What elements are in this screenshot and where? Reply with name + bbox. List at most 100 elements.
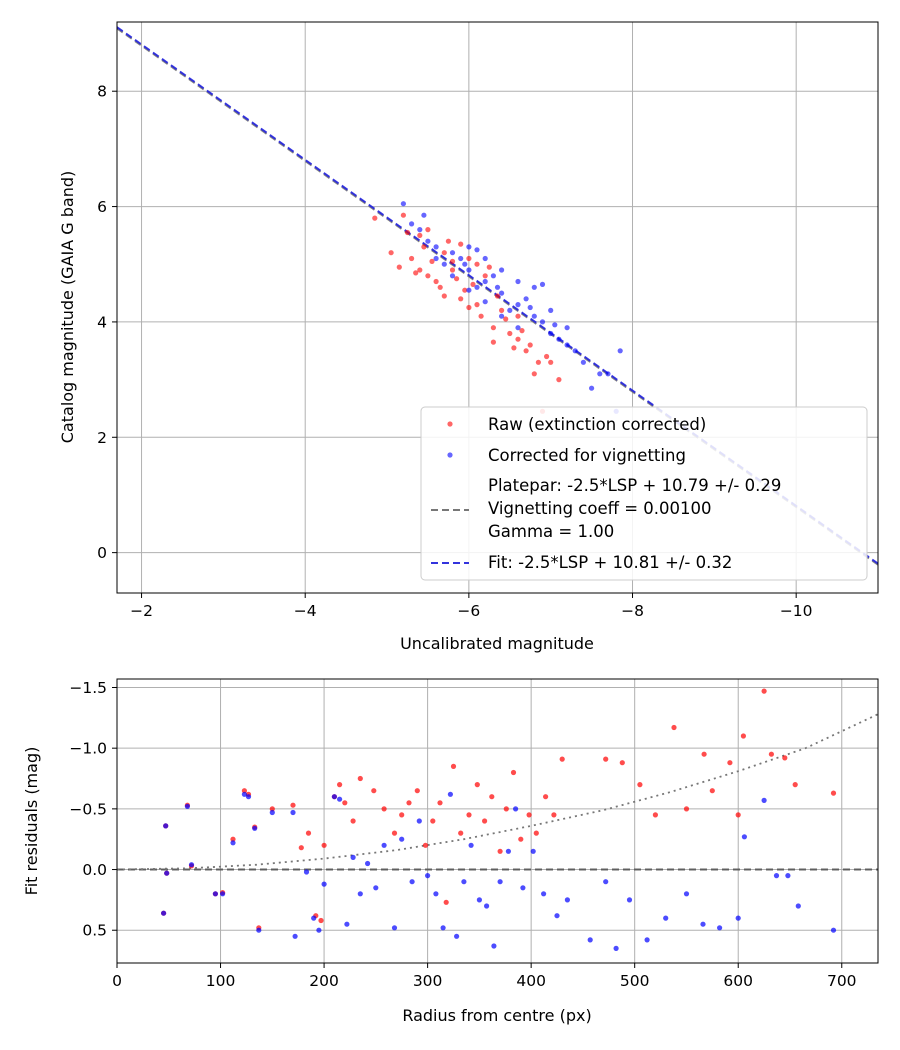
bottom-corrected-residuals-point (613, 945, 619, 952)
top-y-tick-label: 4 (97, 313, 107, 331)
top-raw-extinction-corrected-point (503, 316, 509, 322)
bottom-corrected-residuals-point (735, 915, 741, 921)
top-corrected-for-vignetting-point (605, 371, 611, 377)
top-corrected-for-vignetting-point (531, 284, 537, 290)
bottom-raw-residuals-point (768, 751, 775, 757)
bottom-raw-residuals-point (342, 800, 348, 806)
bottom-raw-residuals-point (489, 794, 495, 800)
top-y-tick-label: 6 (97, 198, 107, 216)
top-raw-extinction-corrected-point (449, 258, 456, 264)
legend-corrected-marker (447, 452, 453, 458)
bottom-corrected-residuals-point (357, 891, 363, 897)
bottom-y-tick-label: −1.5 (69, 679, 107, 697)
top-plot-frame (116, 21, 879, 594)
residuals-plot: 0 100 200 300 400 500 600 700 0.5 0.0 −0.5 −1.0 −1.5… (22, 678, 879, 1025)
top-corrected-for-vignetting-point (617, 348, 623, 354)
bottom-raw-residuals-point (350, 818, 356, 824)
bottom-corrected-residuals-point (290, 809, 296, 816)
bottom-corrected-residuals-point (785, 873, 791, 879)
top-corrected-for-vignetting-point (417, 227, 423, 233)
bottom-raw-residuals-point (414, 788, 420, 794)
bottom-plot-frame (116, 678, 879, 964)
top-corrected-for-vignetting-point (564, 342, 570, 348)
top-corrected-for-vignetting-point (400, 201, 406, 207)
top-corrected-for-vignetting-point (449, 273, 456, 279)
bottom-corrected-residuals-point (476, 897, 482, 903)
bottom-raw-residuals-point (422, 842, 429, 848)
bottom-raw-residuals-point (443, 899, 449, 905)
bottom-corrected-residuals-point (530, 848, 536, 854)
bottom-raw-residuals-point (321, 842, 327, 848)
bottom-raw-residuals-point (437, 800, 443, 806)
top-raw-extinction-corrected-point (523, 348, 529, 354)
bottom-x-tick-label: 700 (827, 972, 857, 990)
top-raw-extinction-corrected-point (404, 229, 411, 236)
bottom-raw-residuals-point (727, 760, 733, 766)
bottom-corrected-residuals-point (161, 910, 167, 916)
bottom-axis-ticks: 0 100 200 300 400 500 600 700 0.5 0.0 −0.5 −1.0 −1.5 (69, 679, 856, 990)
bottom-corrected-residuals-point (454, 933, 460, 939)
bottom-corrected-residuals-point (564, 897, 571, 903)
bottom-corrected-residuals-point (331, 794, 337, 800)
bottom-raw-residuals-point (482, 818, 488, 824)
top-corrected-for-vignetting-point (531, 313, 537, 319)
bottom-corrected-residuals-point (505, 848, 511, 854)
bottom-y-tick-label: 0.0 (82, 861, 107, 879)
top-raw-extinction-corrected-point (507, 330, 513, 337)
bottom-corrected-residuals-point (663, 915, 669, 921)
bottom-corrected-residuals-point (513, 806, 519, 812)
bottom-corrected-residuals-point (683, 891, 690, 897)
top-raw-extinction-corrected-point (417, 232, 423, 238)
bottom-plot-area (117, 679, 878, 963)
top-corrected-for-vignetting-point (482, 278, 488, 285)
bottom-x-tick-label: 0 (112, 972, 122, 990)
top-x-axis-label: Uncalibrated magnitude (400, 634, 594, 653)
top-raw-extinction-corrected-point (490, 339, 496, 345)
top-x-tick-label: −2 (130, 602, 153, 620)
top-raw-extinction-corrected-point (499, 307, 505, 313)
top-corrected-for-vignetting-point (527, 304, 533, 311)
bottom-corrected-residuals-point (256, 927, 262, 933)
bottom-corrected-residuals-point (188, 862, 195, 868)
bottom-vignetting-model-line (117, 713, 878, 871)
top-x-tick-label: −10 (780, 602, 813, 620)
top-raw-extinction-corrected-point (470, 281, 476, 287)
bottom-corrected-residuals-point (292, 933, 298, 939)
top-raw-extinction-corrected-point (527, 342, 533, 348)
top-raw-extinction-corrected-point (466, 255, 472, 262)
bottom-raw-residuals-point (450, 763, 457, 770)
top-raw-extinction-corrected-point (413, 270, 419, 276)
bottom-raw-residuals-point (399, 812, 405, 818)
bottom-corrected-residuals-point (626, 897, 633, 903)
bottom-x-tick-label: 600 (723, 972, 753, 990)
top-raw-extinction-corrected-point (417, 267, 423, 273)
top-y-tick-label: 0 (97, 544, 107, 562)
bottom-raw-residuals-point (337, 782, 343, 788)
top-raw-extinction-corrected-point (548, 359, 554, 365)
top-y-tick-label: 2 (97, 429, 107, 447)
top-corrected-for-vignetting-point (556, 336, 562, 342)
bottom-raw-residuals-point (782, 755, 788, 761)
top-corrected-for-vignetting-point (421, 212, 427, 218)
bottom-x-tick-label: 200 (309, 972, 339, 990)
bottom-corrected-residuals-point (425, 873, 431, 879)
bottom-corrected-residuals-point (303, 869, 310, 875)
bottom-raw-residuals-point (830, 790, 837, 796)
bottom-scatter-points (161, 688, 837, 952)
legend-box (420, 406, 868, 581)
bottom-corrected-residuals-point (717, 925, 723, 931)
bottom-y-axis-label: Fit residuals (mag) (22, 747, 41, 896)
bottom-corrected-residuals-point (344, 921, 350, 927)
bottom-x-tick-label: 100 (206, 972, 236, 990)
top-corrected-for-vignetting-point (572, 348, 578, 354)
bottom-x-tick-label: 400 (516, 972, 546, 990)
bottom-grid (116, 679, 878, 963)
top-corrected-for-vignetting-point (409, 221, 415, 227)
bottom-raw-residuals-point (671, 724, 677, 731)
top-corrected-for-vignetting-point (466, 267, 472, 273)
bottom-corrected-residuals-point (241, 791, 247, 797)
bottom-raw-residuals-point (652, 812, 659, 818)
bottom-corrected-residuals-point (381, 842, 387, 848)
top-raw-extinction-corrected-point (458, 241, 464, 247)
top-corrected-for-vignetting-point (507, 307, 513, 313)
